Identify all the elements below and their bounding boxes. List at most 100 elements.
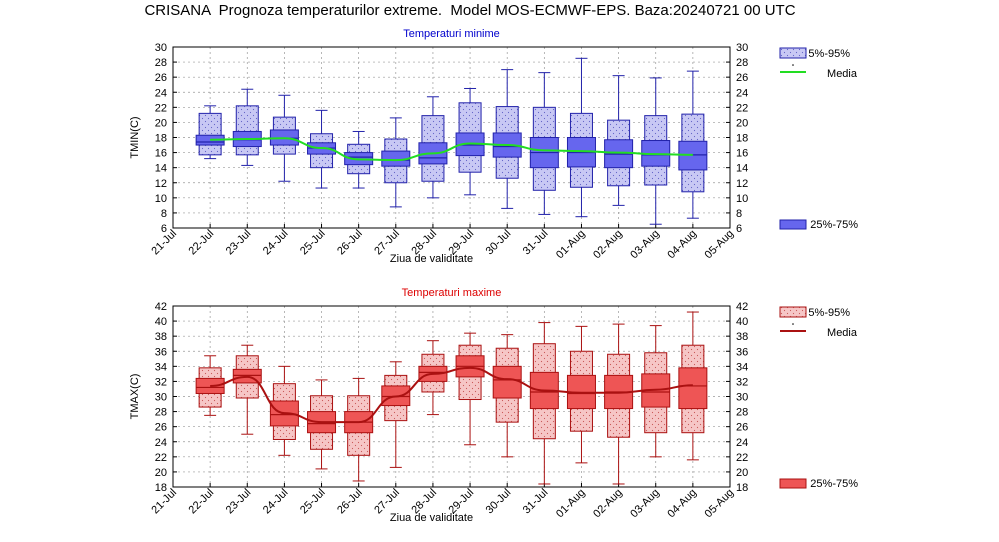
legend-label-p25-p75: 25%-75% bbox=[810, 219, 858, 231]
y-tick-label-left: 34 bbox=[155, 361, 167, 373]
x-tick-label: 05-Aug bbox=[703, 487, 737, 521]
y-tick-label-right: 16 bbox=[736, 148, 748, 160]
y-tick-label-left: 10 bbox=[155, 193, 167, 205]
chart-title: Temperaturi maxime bbox=[402, 287, 502, 299]
y-tick-label-right: 28 bbox=[736, 407, 748, 419]
box-p5-p95 bbox=[198, 112, 222, 156]
legend-swatch-p25-p75 bbox=[779, 219, 807, 230]
box-27-Jul bbox=[381, 361, 411, 468]
y-tick-label-left: 16 bbox=[155, 148, 167, 160]
y-tick-label-left: 28 bbox=[155, 57, 167, 69]
y-tick-label-right: 32 bbox=[736, 376, 748, 388]
y-tick-label-right: 24 bbox=[736, 437, 748, 449]
y-tick-label-right: 10 bbox=[736, 193, 748, 205]
y-tick-label-left: 14 bbox=[155, 163, 167, 175]
x-tick-label: 05-Aug bbox=[703, 228, 737, 262]
y-tick-label-left: 30 bbox=[155, 42, 167, 54]
box-28-Jul bbox=[418, 96, 448, 199]
box-01-Aug bbox=[566, 325, 596, 464]
x-tick-label: 02-Aug bbox=[591, 487, 625, 521]
y-tick-label-left: 24 bbox=[155, 87, 167, 99]
legend-dot bbox=[792, 323, 794, 325]
y-tick-label-left: 24 bbox=[155, 437, 167, 449]
box-23-Jul bbox=[232, 88, 262, 166]
y-tick-label-right: 8 bbox=[736, 208, 742, 220]
x-tick-label: 22-Jul bbox=[187, 487, 217, 517]
y-tick-label-left: 32 bbox=[155, 376, 167, 388]
x-tick-label: 31-Jul bbox=[521, 228, 551, 258]
y-tick-label-right: 28 bbox=[736, 57, 748, 69]
y-tick-label-left: 20 bbox=[155, 467, 167, 479]
x-tick-label: 23-Jul bbox=[224, 487, 254, 517]
y-tick-label-right: 18 bbox=[736, 133, 748, 145]
x-tick-label: 25-Jul bbox=[298, 487, 328, 517]
x-tick-label: 23-Jul bbox=[224, 228, 254, 258]
box-29-Jul bbox=[455, 87, 485, 196]
y-tick-label-right: 36 bbox=[736, 346, 748, 358]
box-27-Jul bbox=[381, 117, 411, 208]
x-tick-label: 01-Aug bbox=[554, 487, 588, 521]
x-tick-label: 03-Aug bbox=[628, 487, 662, 521]
legend-swatch-p5-p95 bbox=[779, 306, 807, 318]
y-tick-label-left: 8 bbox=[161, 208, 167, 220]
box-30-Jul bbox=[492, 334, 522, 458]
box-02-Aug bbox=[604, 323, 634, 485]
box-p25-p75 bbox=[678, 367, 708, 410]
y-tick-label-right: 30 bbox=[736, 392, 748, 404]
box-03-Aug bbox=[641, 325, 671, 458]
y-tick-label-right: 12 bbox=[736, 178, 748, 190]
chart-panel-1: Temperaturi maxime 18 18 20 20 22 22 24 24 26 26 28… bbox=[129, 287, 858, 524]
y-tick-label-left: 12 bbox=[155, 178, 167, 190]
mean-line bbox=[210, 137, 693, 162]
legend-label-p5-p95: 5%-95% bbox=[808, 48, 850, 60]
y-tick-label-right: 22 bbox=[736, 102, 748, 114]
y-tick-label-left: 40 bbox=[155, 316, 167, 328]
y-tick-label-left: 6 bbox=[161, 223, 167, 235]
y-tick-label-right: 26 bbox=[736, 72, 748, 84]
legend-swatch-p5-p95 bbox=[779, 47, 807, 59]
box-22-Jul bbox=[195, 105, 225, 160]
y-tick-label-left: 36 bbox=[155, 346, 167, 358]
y-tick-label-left: 42 bbox=[155, 301, 167, 313]
y-tick-label-right: 18 bbox=[736, 482, 748, 494]
x-tick-label: 04-Aug bbox=[665, 228, 699, 262]
y-tick-label-right: 20 bbox=[736, 117, 748, 129]
x-tick-label: 24-Jul bbox=[261, 487, 291, 517]
chart-title: Temperaturi minime bbox=[403, 28, 500, 40]
y-axis-label: TMIN(C) bbox=[129, 116, 141, 158]
box-04-Aug bbox=[678, 311, 708, 461]
box-31-Jul bbox=[529, 322, 559, 485]
legend-swatch-p25-p75 bbox=[779, 478, 807, 489]
y-tick-label-right: 14 bbox=[736, 163, 748, 175]
x-tick-label: 30-Jul bbox=[484, 228, 514, 258]
y-tick-label-left: 26 bbox=[155, 422, 167, 434]
x-tick-label: 22-Jul bbox=[187, 228, 217, 258]
box-25-Jul bbox=[307, 379, 337, 470]
y-tick-label-right: 42 bbox=[736, 301, 748, 313]
y-tick-label-left: 22 bbox=[155, 102, 167, 114]
x-axis-label: Ziua de validitate bbox=[390, 253, 473, 265]
x-tick-label: 24-Jul bbox=[261, 228, 291, 258]
x-tick-label: 01-Aug bbox=[554, 228, 588, 262]
y-tick-label-left: 20 bbox=[155, 117, 167, 129]
y-tick-label-left: 26 bbox=[155, 72, 167, 84]
box-01-Aug bbox=[566, 57, 596, 218]
y-tick-label-left: 18 bbox=[155, 133, 167, 145]
y-tick-label-right: 24 bbox=[736, 87, 748, 99]
x-tick-label: 25-Jul bbox=[298, 228, 328, 258]
chart-panel-0: Temperaturi minime 6 6 8 8 10 10 12 12 14 14 16 16 18… bbox=[129, 28, 858, 265]
y-tick-label-right: 30 bbox=[736, 42, 748, 54]
legend-dot bbox=[792, 64, 794, 66]
box-23-Jul bbox=[232, 344, 262, 435]
y-tick-label-right: 20 bbox=[736, 467, 748, 479]
box-31-Jul bbox=[529, 72, 559, 215]
x-tick-label: 26-Jul bbox=[335, 228, 365, 258]
box-04-Aug bbox=[678, 70, 708, 219]
y-tick-label-left: 22 bbox=[155, 452, 167, 464]
box-29-Jul bbox=[455, 332, 485, 446]
legend-label-p5-p95: 5%-95% bbox=[808, 307, 850, 319]
legend-label-mean: Media bbox=[827, 68, 858, 80]
y-tick-label-right: 22 bbox=[736, 452, 748, 464]
legend: 5%-95% Media 25%-75% bbox=[779, 306, 858, 490]
